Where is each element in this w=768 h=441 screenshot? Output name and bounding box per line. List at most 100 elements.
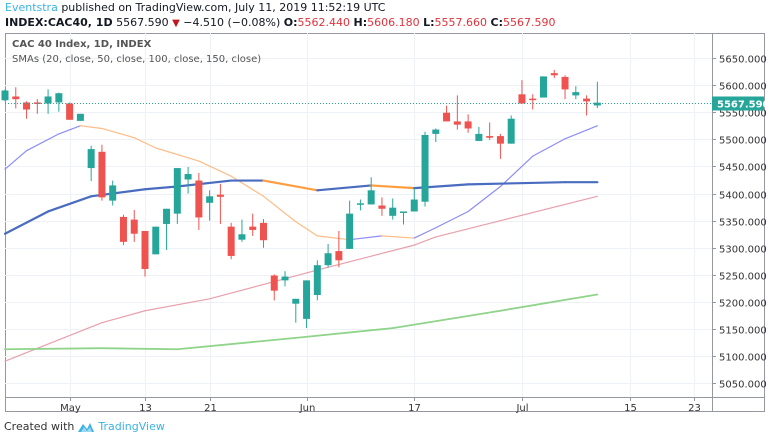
candle bbox=[23, 101, 31, 119]
candle bbox=[313, 260, 321, 301]
candle bbox=[346, 200, 354, 249]
close-label: C: bbox=[490, 16, 504, 29]
last-price-label: 5567.590 bbox=[717, 100, 768, 111]
candle bbox=[389, 198, 397, 220]
price-change: −4.510 (−0.08%) bbox=[183, 16, 281, 29]
candle bbox=[206, 190, 214, 221]
candle-body bbox=[475, 133, 483, 141]
candle bbox=[259, 219, 267, 248]
author-link[interactable]: Eventstra bbox=[5, 1, 58, 14]
candle-body bbox=[303, 280, 311, 319]
candle bbox=[324, 244, 332, 268]
sma-50-segment bbox=[316, 184, 373, 192]
candle bbox=[44, 89, 52, 114]
price-tick-label: 5150.000 bbox=[719, 326, 767, 337]
candle bbox=[87, 145, 95, 182]
candle bbox=[109, 180, 117, 206]
sma-20-segment bbox=[198, 160, 232, 177]
price-tick-label: 5500.000 bbox=[719, 136, 767, 147]
candle bbox=[98, 144, 106, 201]
candle bbox=[130, 209, 138, 242]
candle-body bbox=[389, 207, 397, 216]
sma-20-segment bbox=[79, 125, 103, 130]
candle-body bbox=[23, 102, 31, 110]
open-value: 5562.440 bbox=[297, 16, 351, 29]
candle-body bbox=[12, 96, 20, 100]
price-tick-label: 5400.000 bbox=[719, 191, 767, 202]
candle-body bbox=[583, 98, 591, 102]
candle-body bbox=[324, 253, 332, 266]
candle bbox=[141, 231, 149, 277]
candle bbox=[550, 69, 558, 79]
published-text: published on TradingView.com, July 11, 2… bbox=[61, 1, 386, 14]
candle bbox=[281, 271, 289, 287]
time-tick-label: 23 bbox=[688, 403, 701, 414]
high-value: 5606.180 bbox=[367, 16, 420, 29]
candle-body bbox=[453, 121, 461, 125]
sma-50-segment bbox=[262, 179, 319, 192]
candle-body bbox=[486, 136, 494, 138]
candle-body bbox=[540, 76, 547, 98]
low-label: L: bbox=[423, 16, 435, 29]
price-tick-label: 5300.000 bbox=[719, 245, 767, 256]
sma-20-segment bbox=[467, 185, 502, 213]
candle-body bbox=[443, 112, 451, 122]
candle-body bbox=[152, 226, 160, 255]
candle bbox=[55, 92, 63, 112]
candle-body bbox=[292, 298, 300, 304]
sma-100-segment bbox=[316, 244, 415, 271]
sma-100-segment bbox=[144, 298, 211, 312]
sma-50-segment bbox=[46, 195, 93, 213]
candle bbox=[195, 172, 203, 230]
sma-20-segment bbox=[564, 125, 598, 140]
candle-body bbox=[249, 226, 257, 230]
time-tick-label: Jun bbox=[299, 403, 316, 414]
price-tick-label: 5200.000 bbox=[719, 299, 767, 310]
sma-100-segment bbox=[435, 220, 502, 238]
candle bbox=[249, 213, 257, 236]
candle-body bbox=[432, 129, 440, 134]
candle-body bbox=[238, 234, 246, 240]
sma-100-segment bbox=[101, 310, 146, 324]
candle-body bbox=[141, 231, 149, 269]
candle bbox=[443, 105, 451, 122]
close-value: 5567.590 bbox=[503, 16, 556, 29]
candle bbox=[119, 214, 127, 246]
last-price-badge bbox=[712, 96, 764, 111]
symbol: INDEX:CAC40, 1D bbox=[5, 16, 113, 29]
candle-body bbox=[119, 216, 127, 242]
price-tick-label: 5600.000 bbox=[719, 82, 767, 93]
candle-body bbox=[270, 275, 278, 291]
indicator-title[interactable]: SMAs (20, close, 50, close, 100, close, … bbox=[12, 54, 262, 65]
sma-20-segment bbox=[349, 235, 383, 241]
candle bbox=[66, 102, 74, 120]
candle bbox=[496, 133, 504, 159]
candle bbox=[33, 99, 41, 114]
time-axis[interactable]: May 13 21 Jun 17 Jul 15 23 bbox=[60, 397, 701, 414]
candle bbox=[238, 219, 246, 242]
candle-body bbox=[421, 134, 429, 202]
time-tick-label: Jul bbox=[515, 403, 528, 414]
candle-body bbox=[572, 92, 580, 96]
time-tick-label: 15 bbox=[624, 403, 637, 414]
created-with-text: Created with bbox=[4, 420, 75, 433]
candle-body bbox=[335, 251, 343, 261]
triangle-down-icon: ▼ bbox=[172, 18, 180, 29]
candle-body bbox=[76, 113, 84, 121]
candle bbox=[464, 114, 472, 133]
candle-body bbox=[593, 102, 601, 106]
candle bbox=[152, 226, 160, 255]
candle-body bbox=[410, 199, 418, 212]
candle-body bbox=[55, 93, 63, 103]
candle-body bbox=[87, 149, 95, 169]
time-tick-label: 13 bbox=[139, 403, 152, 414]
price-axis[interactable]: 5050.000 5100.000 5150.000 5200.000 5250.000… bbox=[712, 55, 767, 391]
candle bbox=[378, 197, 386, 216]
price-tick-label: 5350.000 bbox=[719, 218, 767, 229]
candle bbox=[421, 131, 429, 207]
tradingview-link[interactable]: TradingView bbox=[98, 420, 165, 433]
series-title[interactable]: CAC 40 Index, 1D, INDEX bbox=[12, 39, 152, 50]
candle-body bbox=[507, 118, 515, 144]
sma-20-segment bbox=[4, 150, 28, 170]
